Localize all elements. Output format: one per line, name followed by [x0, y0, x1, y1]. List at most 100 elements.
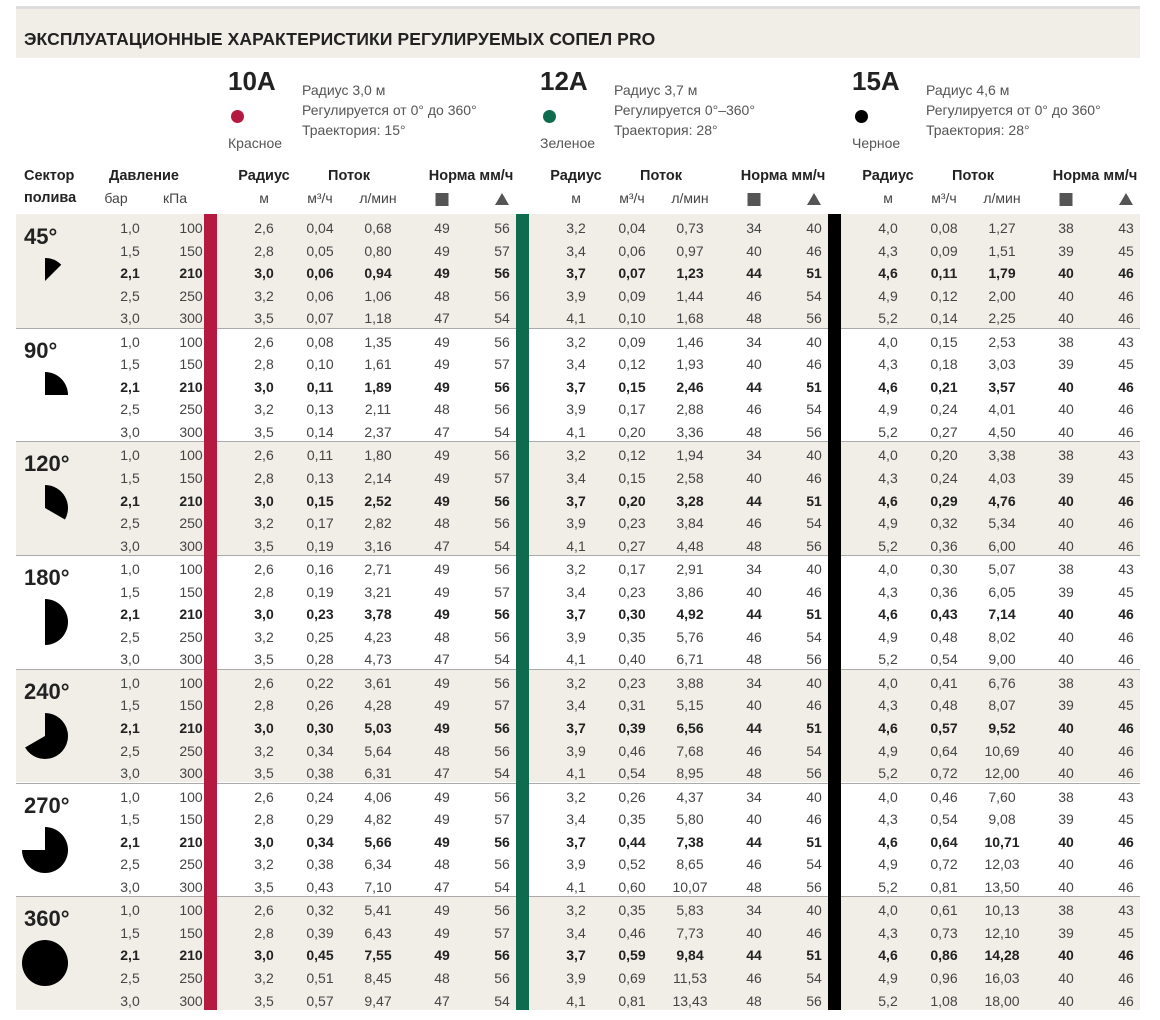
radius-value: 2,8: [254, 697, 274, 714]
rate-triangle-value: 46: [1118, 878, 1134, 895]
rate-square-value: 49: [434, 356, 450, 373]
rate-triangle-value: 56: [806, 878, 822, 895]
nozzle-spec: Траектория: 28°: [926, 122, 1030, 138]
flow-lmin-value: 5,83: [676, 902, 704, 919]
radius-value: 4,6: [878, 947, 898, 964]
rate-triangle-value: 46: [806, 583, 822, 600]
flow-m3-value: 0,29: [930, 492, 958, 509]
nozzle-color-strip: [204, 214, 217, 1010]
rate-square-value: 40: [1058, 719, 1074, 736]
flow-m3-value: 0,23: [618, 583, 646, 600]
flow-m3-value: 0,20: [930, 447, 958, 464]
flow-lmin-value: 2,52: [364, 492, 392, 509]
rate-triangle-value: 54: [806, 401, 822, 418]
flow-lmin-value: 1,93: [676, 356, 704, 373]
flow-lmin-value: 5,41: [364, 902, 392, 919]
nozzle-color-name: Черное: [852, 135, 901, 151]
flow-m3-value: 0,72: [930, 765, 958, 782]
pressure-bar: 3,0: [120, 424, 140, 441]
flow-m3-value: 0,21: [930, 378, 958, 395]
rate-square-value: 40: [1058, 287, 1074, 304]
flow-m3-value: 0,81: [930, 878, 958, 895]
rate-square-value: 47: [434, 651, 450, 668]
square-spacing-icon: [747, 193, 761, 210]
flow-lmin-value: 8,02: [988, 628, 1016, 645]
pressure-kpa: 250: [179, 515, 203, 532]
flow-m3-value: 0,23: [306, 606, 334, 623]
radius-value: 3,4: [566, 469, 586, 486]
rate-triangle-value: 56: [494, 220, 510, 236]
flow-lmin-value: 7,10: [364, 878, 392, 895]
pressure-kpa: 100: [179, 220, 203, 236]
rate-triangle-value: 56: [494, 492, 510, 509]
flow-lmin-value: 2,25: [988, 310, 1016, 327]
rate-square-value: 48: [434, 628, 450, 645]
flow-m3-value: 0,29: [306, 811, 334, 828]
rate-triangle-value: 56: [494, 902, 510, 919]
rate-square-value: 39: [1058, 924, 1074, 941]
radius-value: 3,2: [254, 515, 274, 532]
pressure-kpa: 300: [179, 424, 203, 441]
rate-triangle-value: 46: [1118, 606, 1134, 623]
pressure-bar: 1,5: [120, 583, 140, 600]
pressure-kpa: 250: [179, 628, 203, 645]
radius-value: 3,2: [566, 447, 586, 464]
rate-triangle-value: 56: [494, 515, 510, 532]
radius-value: 3,9: [566, 969, 586, 986]
rate-triangle-value: 45: [1118, 811, 1134, 828]
rate-square-value: 49: [434, 674, 450, 691]
triangle-spacing-icon: [495, 193, 509, 209]
radius-value: 2,8: [254, 469, 274, 486]
flow-lmin-value: 3,57: [988, 378, 1016, 395]
rate-triangle-value: 40: [806, 674, 822, 691]
flow-lmin-value: 3,16: [364, 537, 392, 554]
rate-triangle-value: 46: [1118, 856, 1134, 873]
pressure-kpa: 210: [179, 492, 203, 509]
flow-lmin-value: 18,00: [984, 992, 1020, 1009]
section-divider: [16, 327, 1140, 329]
flow-lmin-value: 1,35: [364, 333, 392, 350]
radius-value: 3,5: [254, 765, 274, 782]
rate-triangle-value: 56: [806, 310, 822, 327]
pressure-bar: 3,0: [120, 651, 140, 668]
rate-square-value: 49: [434, 583, 450, 600]
square-spacing-icon: [1059, 193, 1073, 210]
square-icon: [747, 193, 761, 206]
flow-lmin-value: 2,11: [364, 401, 392, 418]
rate-triangle-value: 51: [806, 378, 822, 395]
rate-triangle-value: 43: [1118, 788, 1134, 805]
flow-lmin-value: 3,03: [988, 356, 1016, 373]
rate-square-value: 39: [1058, 697, 1074, 714]
flow-m3-value: 0,27: [618, 537, 646, 554]
flow-m3-value: 0,31: [618, 697, 646, 714]
radius-value: 4,1: [566, 310, 586, 327]
flow-m3-value: 0,72: [930, 856, 958, 873]
square-icon: [435, 193, 449, 206]
radius-value: 4,1: [566, 537, 586, 554]
header-bar: бар: [104, 190, 128, 206]
rate-square-value: 40: [1058, 628, 1074, 645]
rate-triangle-value: 40: [806, 561, 822, 578]
rate-square-value: 46: [746, 628, 762, 645]
flow-lmin-value: 6,34: [364, 856, 392, 873]
flow-m3-value: 0,51: [306, 969, 334, 986]
flow-m3-value: 0,61: [930, 902, 958, 919]
radius-value: 3,9: [566, 742, 586, 759]
flow-m3-value: 0,81: [618, 992, 646, 1009]
pressure-kpa: 300: [179, 651, 203, 668]
rate-square-value: 40: [1058, 378, 1074, 395]
rate-square-value: 40: [1058, 969, 1074, 986]
header-flow-m3: м³/ч: [619, 190, 645, 206]
rate-square-value: 44: [746, 265, 762, 282]
rate-square-value: 46: [746, 287, 762, 304]
rate-triangle-value: 46: [1118, 651, 1134, 668]
rate-triangle-value: 51: [806, 719, 822, 736]
rate-square-value: 34: [746, 902, 762, 919]
rate-square-value: 49: [434, 606, 450, 623]
pressure-kpa: 150: [179, 697, 203, 714]
rate-triangle-value: 54: [806, 856, 822, 873]
rate-square-value: 47: [434, 765, 450, 782]
sector-pie-icon: [45, 485, 68, 520]
sector-section: 360° 1,0 100 2,6 0,32 5,41 49 56 3,2 0,35 5,83 34 40…: [16, 896, 1140, 1010]
nozzle-spec: Регулируется от 0° до 360°: [302, 102, 477, 118]
